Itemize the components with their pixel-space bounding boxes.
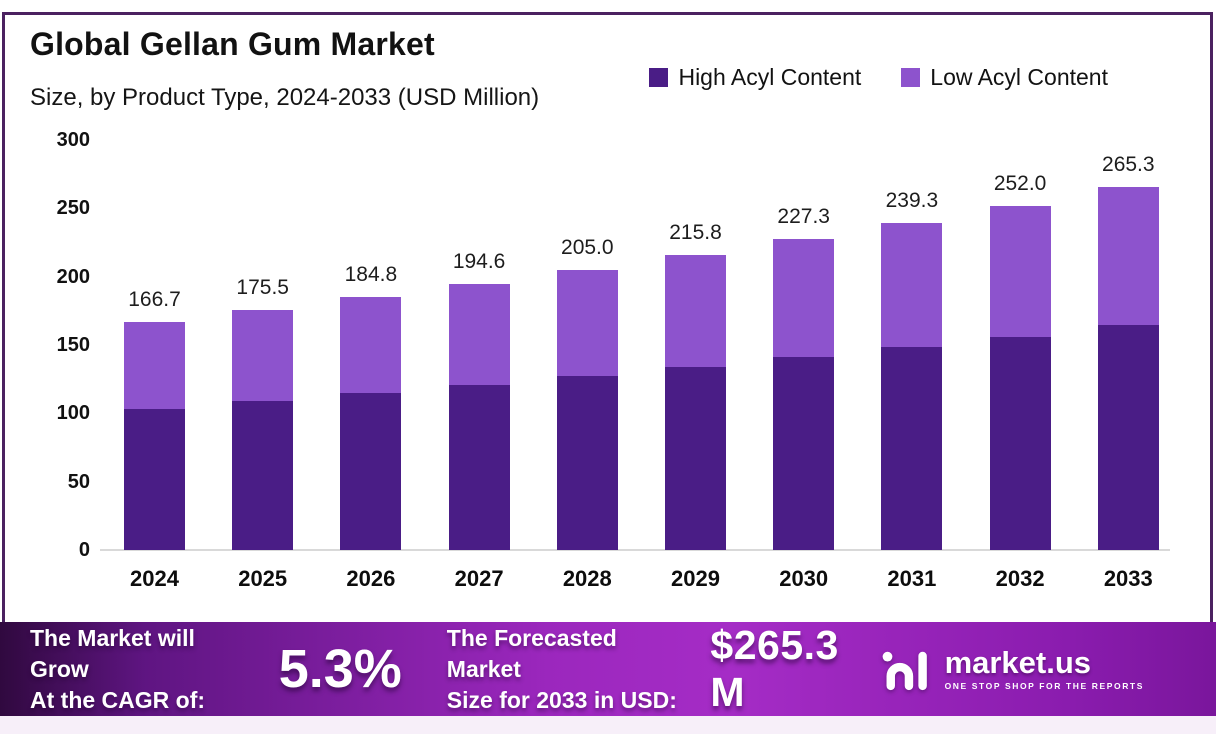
logo-text: market.us xyxy=(944,645,1092,680)
bar-segment-low-acyl-2030 xyxy=(773,239,835,358)
legend: High Acyl Content Low Acyl Content xyxy=(649,64,1108,91)
bar-segment-low-acyl-2027 xyxy=(448,284,510,386)
x-tick-label-2030: 2030 xyxy=(779,566,829,591)
cagr-label: The Market will Grow At the CAGR of: xyxy=(30,623,254,716)
forecast-label-line1: The Forecasted Market xyxy=(446,624,617,682)
x-tick-label-2029: 2029 xyxy=(671,566,720,591)
bar-total-label-2027: 194.6 xyxy=(452,250,506,274)
y-axis: 0 50 100 150 200 250 300 xyxy=(28,129,90,580)
cagr-value: 5.3% xyxy=(278,639,402,699)
legend-swatch-low-acyl-icon xyxy=(901,68,921,87)
bar-segment-low-acyl-2026 xyxy=(340,297,402,394)
bar-total-label-2029: 215.8 xyxy=(669,221,722,245)
y-tick-label-50: 50 xyxy=(67,470,90,493)
bar-segment-high-acyl-2026 xyxy=(340,393,402,550)
bottom-strip xyxy=(0,716,1216,734)
bar-total-label-2025: 175.5 xyxy=(236,276,289,300)
bar-2033 xyxy=(1097,187,1159,550)
forecast-label-line2: Size for 2033 in USD: xyxy=(446,686,677,713)
bar-segment-high-acyl-2032 xyxy=(989,336,1051,550)
bar-segment-low-acyl-2032 xyxy=(989,205,1051,337)
legend-label-high-acyl: High Acyl Content xyxy=(678,64,862,90)
market-us-logo-icon xyxy=(882,651,927,691)
x-tick-label-2025: 2025 xyxy=(238,566,288,591)
bar-segment-high-acyl-2025 xyxy=(232,401,294,550)
bar-2032 xyxy=(989,205,1051,550)
cagr-label-line1: The Market will Grow xyxy=(30,624,195,682)
banner: The Market will Grow At the CAGR of: 5.3… xyxy=(0,622,1216,716)
legend-item-low-acyl: Low Acyl Content xyxy=(901,64,1108,91)
bar-total-label-2032: 252.0 xyxy=(993,171,1047,195)
bar-total-label-2031: 239.3 xyxy=(885,188,939,212)
y-tick-label-300: 300 xyxy=(56,129,90,151)
legend-label-low-acyl: Low Acyl Content xyxy=(930,64,1108,90)
bar-2031 xyxy=(881,222,943,550)
bar-total-label-2024: 166.7 xyxy=(128,288,181,312)
forecast-label: The Forecasted Market Size for 2033 in U… xyxy=(447,623,691,716)
bar-2030 xyxy=(773,239,835,550)
bar-segment-low-acyl-2033 xyxy=(1097,187,1159,326)
x-tick-label-2028: 2028 xyxy=(562,566,612,591)
y-tick-label-200: 200 xyxy=(56,265,90,288)
bar-segment-low-acyl-2031 xyxy=(881,222,943,348)
bar-segment-high-acyl-2033 xyxy=(1097,325,1159,550)
chart-subtitle: Size, by Product Type, 2024-2033 (USD Mi… xyxy=(30,84,540,111)
bar-segment-low-acyl-2028 xyxy=(556,269,618,377)
legend-swatch-high-acyl-icon xyxy=(649,68,669,87)
bar-2027 xyxy=(448,284,510,550)
bar-total-label-2028: 205.0 xyxy=(561,235,614,259)
cagr-label-line2: At the CAGR of: xyxy=(30,686,206,713)
bar-segment-high-acyl-2031 xyxy=(881,347,943,550)
logo-tagline: ONE STOP SHOP FOR THE REPORTS xyxy=(944,681,1144,691)
bar-2029 xyxy=(665,255,726,550)
bar-segment-high-acyl-2028 xyxy=(556,376,618,550)
bar-total-label-2030: 227.3 xyxy=(777,205,830,229)
x-tick-label-2027: 2027 xyxy=(454,566,504,591)
bar-segment-low-acyl-2029 xyxy=(665,255,726,368)
bar-2028 xyxy=(556,269,618,550)
x-tick-label-2033: 2033 xyxy=(1103,566,1153,591)
plot-area: 166.7 2024 175.5 2025 184.8 2026 194.6 2027 205.… xyxy=(100,140,1170,591)
x-tick-label-2024: 2024 xyxy=(130,566,179,591)
y-tick-label-100: 100 xyxy=(56,402,90,425)
logo-text-block: market.us ONE STOP SHOP FOR THE REPORTS xyxy=(944,645,1144,692)
y-tick-label-0: 0 xyxy=(78,539,90,561)
x-tick-label-2026: 2026 xyxy=(346,566,396,591)
y-tick-label-250: 250 xyxy=(56,197,90,220)
bar-total-label-2026: 184.8 xyxy=(344,263,398,287)
bar-segment-high-acyl-2030 xyxy=(773,357,835,550)
bar-2024 xyxy=(124,322,185,550)
bar-segment-high-acyl-2027 xyxy=(448,385,510,550)
x-axis-line xyxy=(100,549,1170,551)
bar-2025 xyxy=(232,310,294,550)
bar-segment-low-acyl-2025 xyxy=(232,310,294,402)
x-tick-label-2032: 2032 xyxy=(995,566,1045,591)
forecast-value: $265.3 M xyxy=(710,622,839,715)
bar-segment-low-acyl-2024 xyxy=(124,322,185,409)
bar-segment-high-acyl-2024 xyxy=(124,408,185,550)
x-tick-label-2031: 2031 xyxy=(887,566,937,591)
legend-item-high-acyl: High Acyl Content xyxy=(649,64,861,91)
market-us-logo: market.us ONE STOP SHOP FOR THE REPORTS xyxy=(881,645,1144,693)
bar-total-label-2033: 265.3 xyxy=(1102,153,1155,177)
y-tick-label-150: 150 xyxy=(56,334,90,356)
bar-segment-high-acyl-2029 xyxy=(665,367,726,550)
chart-title: Global Gellan Gum Market xyxy=(30,26,435,62)
bar-2026 xyxy=(340,297,402,550)
